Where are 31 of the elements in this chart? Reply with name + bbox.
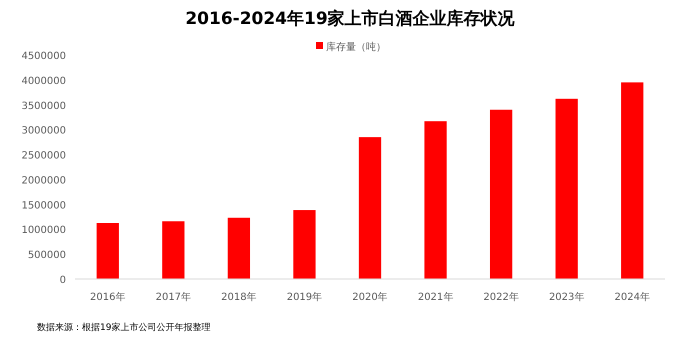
bar [424, 121, 447, 279]
y-tick-label: 4000000 [21, 76, 66, 87]
source-note: 数据来源：根据19家上市公司公开年报整理 [37, 322, 210, 333]
y-tick-label: 3000000 [21, 126, 66, 137]
bar [228, 218, 250, 279]
x-tick-label: 2019年 [286, 291, 322, 303]
bar [293, 210, 316, 279]
x-tick-label: 2021年 [418, 291, 454, 303]
y-tick-label: 2500000 [21, 150, 66, 162]
bar [556, 98, 578, 279]
x-tick-label: 2016年 [90, 291, 126, 303]
x-tick-label: 2023年 [548, 291, 584, 303]
bar [96, 223, 119, 279]
bar [162, 221, 184, 279]
y-tick-label: 1000000 [21, 225, 66, 236]
y-tick-label: 4500000 [21, 51, 66, 62]
y-tick-label: 1500000 [21, 200, 66, 212]
legend-label: 库存量（吨） [326, 41, 386, 53]
y-tick-label: 3500000 [21, 100, 66, 112]
x-tick-label: 2024年 [614, 291, 650, 303]
bar [490, 110, 512, 279]
x-tick-label: 2022年 [483, 291, 519, 303]
x-tick-label: 2017年 [156, 291, 192, 303]
x-tick-label: 2018年 [221, 291, 257, 303]
y-tick-label: 2000000 [21, 175, 66, 186]
y-tick-label: 0 [60, 275, 66, 286]
x-tick-label: 2020年 [352, 291, 388, 303]
bar [621, 82, 644, 279]
y-tick-label: 500000 [28, 250, 66, 262]
bar [358, 137, 382, 279]
chart-title: 2016-2024年19家上市白酒企业库存状况 [185, 9, 516, 29]
